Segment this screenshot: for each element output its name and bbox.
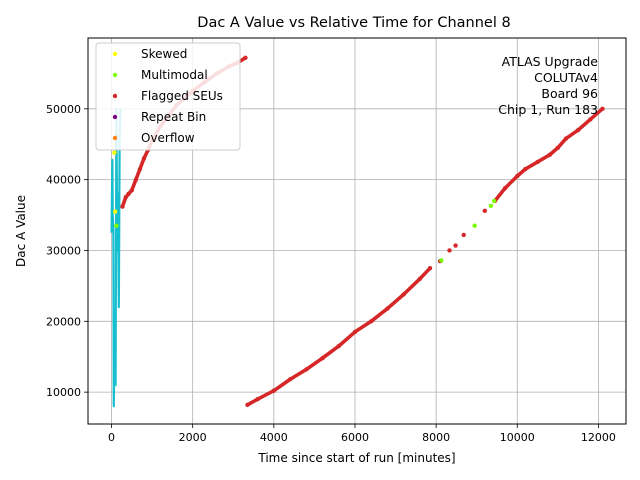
legend-label: Flagged SEUs [141, 89, 223, 103]
data-point-multimodal [472, 223, 477, 228]
data-point-flagged [575, 127, 581, 133]
data-point-flagged [563, 136, 569, 141]
legend-label: Repeat Bin [141, 110, 206, 124]
data-point-flagged [243, 55, 248, 61]
data-point-flagged [600, 106, 605, 112]
x-tick-label: 10000 [500, 431, 535, 444]
data-point-flagged [502, 185, 508, 191]
legend: Skewed Multimodal Flagged SEUs Repeat Bin Ov… [95, 42, 241, 151]
data-point-flagged [352, 329, 358, 335]
x-axis-ticks: 0 2000 4000 6000 8000 10000 12000 [108, 424, 616, 444]
data-point-multimodal [491, 198, 497, 204]
data-point-flagged [515, 173, 520, 179]
data-point-flagged [126, 191, 131, 197]
annotation-line: Board 96 [541, 86, 598, 101]
y-tick-label: 10000 [46, 386, 81, 399]
data-point-multimodal [439, 258, 444, 263]
data-point-flagged [417, 276, 423, 282]
data-point-flagged [123, 195, 128, 200]
annotation-line: COLUTAv4 [534, 70, 598, 85]
y-tick-label: 20000 [46, 315, 81, 328]
data-point-skewed [112, 150, 117, 155]
data-point-flagged [535, 159, 540, 165]
data-point-multimodal [488, 203, 494, 209]
data-point-flagged [120, 204, 125, 209]
data-point-flagged [447, 248, 452, 253]
legend-marker-multimodal [112, 72, 118, 78]
data-point-flagged [137, 166, 143, 172]
data-point-flagged [129, 188, 135, 193]
x-tick-label: 8000 [422, 431, 450, 444]
data-point-flagged [401, 292, 406, 297]
grid-lines [88, 38, 626, 424]
data-point-flagged [482, 208, 488, 214]
x-tick-label: 2000 [179, 431, 207, 444]
legend-label: Overflow [141, 131, 195, 145]
y-axis-label: Dac A Value [14, 195, 28, 267]
series-line-data [110, 107, 122, 408]
data-point-flagged [547, 152, 552, 158]
data-point-multimodal [114, 223, 119, 228]
chart-title: Dac A Value vs Relative Time for Channel… [197, 15, 510, 31]
data-point-flagged [385, 306, 390, 311]
legend-label: Multimodal [141, 68, 208, 82]
data-point-flagged [588, 117, 593, 122]
data-point-flagged [287, 377, 293, 382]
legend-marker-overflow [112, 135, 118, 141]
legend-label: Skewed [141, 47, 187, 61]
data-point-flagged [427, 265, 433, 271]
data-point-flagged [304, 367, 309, 372]
data-point-flagged [369, 319, 374, 324]
y-tick-label: 30000 [46, 244, 81, 257]
data-point-flagged [453, 243, 458, 248]
data-point-flagged [336, 343, 341, 349]
annotation-line: ATLAS Upgrade [502, 54, 599, 69]
data-point-flagged [555, 145, 561, 150]
data-point-flagged [320, 355, 325, 361]
legend-marker-skewed [112, 51, 118, 57]
plot-frame [87, 37, 627, 425]
y-tick-label: 40000 [46, 174, 81, 187]
legend-marker-flagged [112, 93, 118, 99]
data-point-flagged [523, 166, 528, 172]
data-point-flagged [245, 402, 250, 408]
data-point-flagged [461, 232, 466, 238]
data-point-flagged [255, 397, 260, 402]
data-point-skewed [112, 209, 118, 214]
x-tick-label: 6000 [341, 431, 369, 444]
legend-marker-repeat_bin [112, 114, 118, 120]
y-axis-ticks: 10000 20000 30000 40000 50000 [46, 103, 88, 399]
x-axis-label: Time since start of run [minutes] [257, 451, 455, 465]
annotation-line: Chip 1, Run 183 [498, 102, 598, 117]
x-tick-label: 12000 [581, 431, 616, 444]
x-tick-label: 4000 [260, 431, 288, 444]
data-point-flagged [141, 156, 147, 161]
y-tick-label: 50000 [46, 103, 81, 116]
legend-box [95, 42, 241, 151]
x-tick-label: 0 [108, 431, 115, 444]
data-point-flagged [133, 177, 139, 182]
data-point-flagged [271, 388, 277, 393]
